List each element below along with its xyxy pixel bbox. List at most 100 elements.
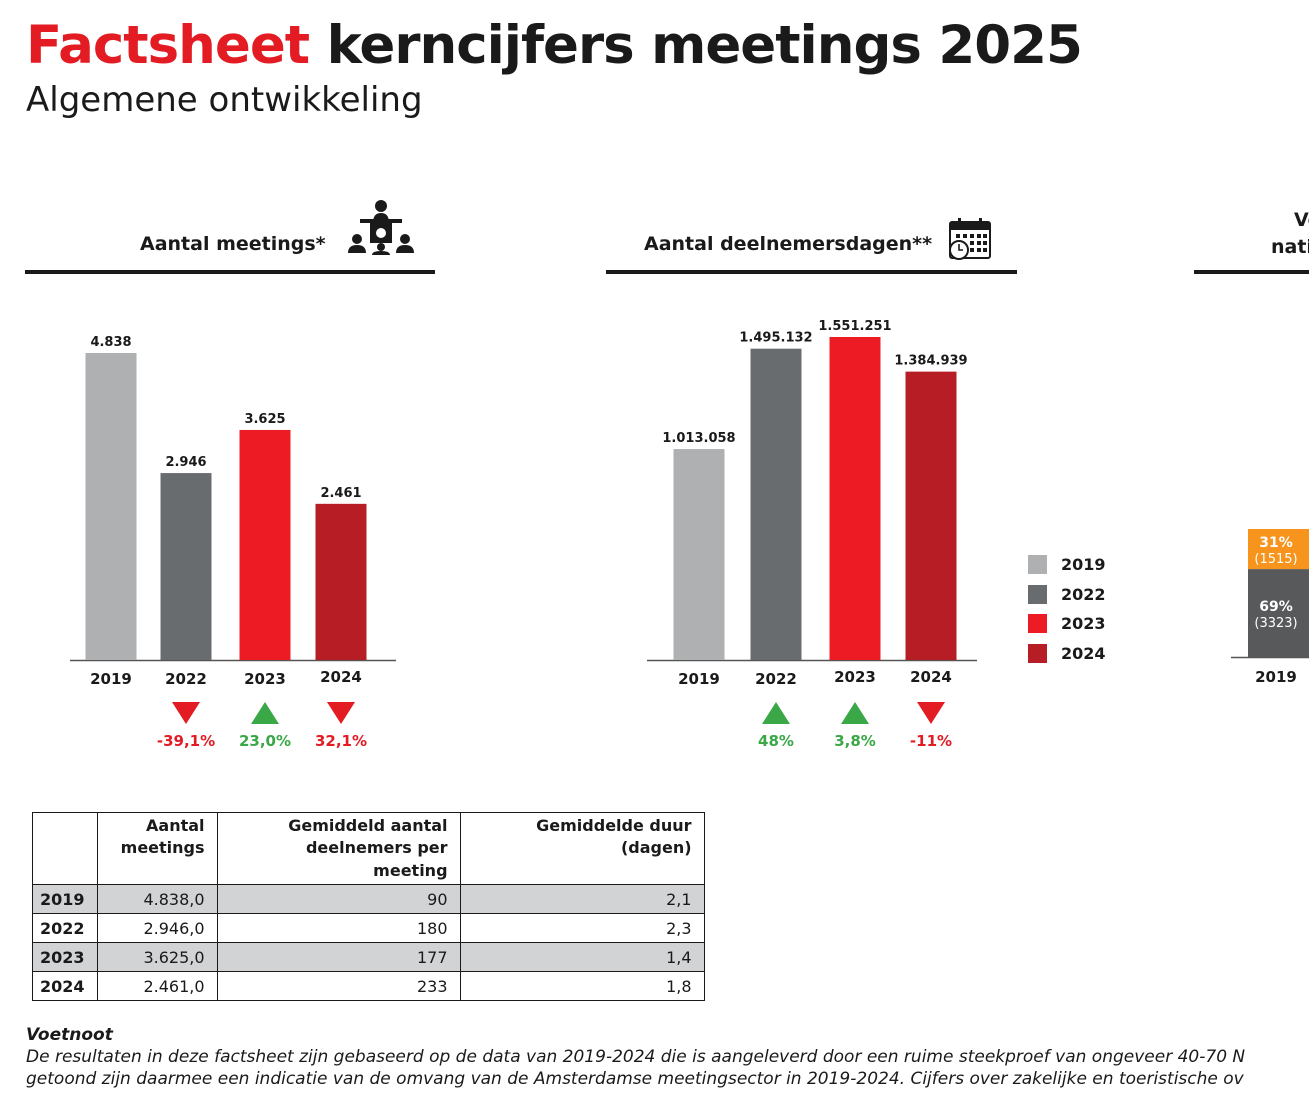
table-cell-year: 2022 — [32, 913, 98, 944]
legend-item-2022: 2022 — [1028, 580, 1106, 610]
legend-swatch-2019 — [1028, 555, 1047, 575]
chart2-change-label-2022: 48% — [758, 732, 794, 750]
chart2-value-label-2024: 1.384.939 — [894, 354, 967, 369]
title-rest: kerncijfers meetings 2025 — [326, 15, 1083, 76]
footnote-line-2: getoond zijn daarmee een indicatie van d… — [26, 1069, 1244, 1089]
table-cell-year: 2023 — [32, 942, 98, 973]
chart1-category-label-2022: 2022 — [165, 670, 207, 688]
chart1-value-label-2023: 3.625 — [244, 412, 285, 427]
table-header-year — [32, 811, 98, 886]
chart1-change-label-2024: 32,1% — [315, 732, 367, 750]
chart2-bar-2022 — [750, 348, 802, 660]
legend-swatch-2024 — [1028, 643, 1047, 663]
page-title: Factsheet kerncijfers meetings 2025 — [26, 14, 1083, 78]
table-row: 2019 4.838,0 90 2,1 — [32, 884, 705, 915]
table-row: 2024 2.461,0 233 1,8 — [32, 971, 705, 1002]
table-cell-deelnemers: 233 — [216, 971, 461, 1002]
chart2-change-label-2024: -11% — [910, 732, 952, 750]
table-header-deelnemers-line1: Gemiddeld aantal — [288, 816, 448, 835]
chart1-category-label-2019: 2019 — [90, 670, 132, 688]
table-header-deelnemers: Gemiddeld aantal deelnemers per meeting — [216, 811, 461, 886]
calendar-clock-icon — [949, 218, 991, 260]
third-section-title-line2: nati — [1271, 235, 1309, 258]
table-cell-deelnemers: 90 — [216, 884, 461, 915]
kerncijfers-table: Aantal meetings Gemiddeld aantal deelnemer… — [32, 811, 705, 1002]
chart-legend: 2019 2022 2023 2024 — [1028, 550, 1106, 668]
chart1-bar-2024 — [315, 503, 367, 660]
third-section-title-line1: Ve — [1294, 209, 1309, 231]
table-header-row: Aantal meetings Gemiddeld aantal deelnemer… — [32, 811, 705, 886]
chart1-bar-2019 — [85, 353, 137, 660]
chart1-change-down-icon-2024 — [327, 702, 355, 724]
chart1-category-label-2024: 2024 — [320, 668, 362, 686]
chart1-bar-2023 — [239, 429, 291, 660]
legend-item-2019: 2019 — [1028, 550, 1106, 580]
deelnemers-section-title: Aantal deelnemersdagen** — [644, 233, 933, 255]
table-cell-meetings: 2.461,0 — [96, 971, 218, 1002]
footnote-title: Voetnoot — [26, 1025, 113, 1045]
chart2-change-down-icon-2024 — [917, 702, 945, 724]
chart2-bar-2023 — [829, 337, 881, 660]
deelnemers-section-rule — [606, 270, 1017, 274]
chart3-segment-top — [1248, 529, 1309, 570]
chart2-value-label-2019: 1.013.058 — [662, 431, 735, 446]
meetings-section-title: Aantal meetings* — [140, 233, 326, 255]
table-cell-duur: 1,4 — [459, 942, 705, 973]
chart2-value-label-2022: 1.495.132 — [739, 331, 812, 346]
chart1-category-label-2023: 2023 — [244, 670, 286, 688]
table-header-deelnemers-line2: deelnemers per meeting — [305, 838, 448, 880]
legend-label-2024: 2024 — [1061, 643, 1106, 663]
chart2-change-up-icon-2022 — [762, 702, 790, 724]
footnote-line-1: De resultaten in deze factsheet zijn geb… — [26, 1047, 1246, 1067]
table-header-meetings-line1: Aantal — [146, 816, 205, 835]
table-cell-duur: 1,8 — [459, 971, 705, 1002]
chart1-change-label-2022: -39,1% — [157, 732, 215, 750]
table-cell-year: 2019 — [32, 884, 98, 915]
chart2-bar-2024 — [905, 371, 957, 660]
chart3-category-label-2019: 2019 — [1255, 668, 1297, 686]
table-header-meetings: Aantal meetings — [96, 811, 218, 886]
legend-label-2022: 2022 — [1061, 584, 1106, 604]
chart1-value-label-2024: 2.461 — [320, 486, 361, 501]
third-section-title: Ve nati — [1220, 207, 1309, 260]
table-header-duur-line2: (dagen) — [620, 838, 692, 858]
title-highlight: Factsheet — [26, 15, 310, 76]
chart3-segment-sublabel-top: (1515) — [1254, 552, 1297, 567]
charts-canvas: 4.838 2019 2.946 2022 -39,1% 3.625 2023 23,0% 2.… — [70, 319, 1309, 750]
chart1-change-label-2023: 23,0% — [239, 732, 291, 750]
chart2-category-label-2019: 2019 — [678, 670, 720, 688]
legend-item-2023: 2023 — [1028, 609, 1106, 639]
chart2-change-up-icon-2023 — [841, 702, 869, 724]
chart1-change-up-icon-2023 — [251, 702, 279, 724]
chart1-value-label-2022: 2.946 — [165, 455, 206, 470]
table-cell-duur: 2,3 — [459, 913, 705, 944]
meeting-speaker-icon — [348, 200, 414, 255]
chart3-segment-bottom — [1248, 569, 1309, 657]
table-cell-deelnemers: 180 — [216, 913, 461, 944]
table-cell-deelnemers: 177 — [216, 942, 461, 973]
meetings-section-rule — [25, 270, 435, 274]
table-cell-meetings: 3.625,0 — [96, 942, 218, 973]
footnote: Voetnoot De resultaten in deze factsheet… — [26, 1025, 1309, 1090]
table-cell-duur: 2,1 — [459, 884, 705, 915]
page-subtitle: Algemene ontwikkeling — [26, 80, 423, 120]
third-section-rule — [1194, 270, 1309, 274]
legend-swatch-2023 — [1028, 614, 1047, 634]
chart2-value-label-2023: 1.551.251 — [818, 319, 891, 334]
chart2-category-label-2022: 2022 — [755, 670, 797, 688]
legend-swatch-2022 — [1028, 584, 1047, 604]
chart1-bar-2022 — [160, 473, 212, 660]
table-header-duur-line1: Gemiddelde duur — [536, 816, 692, 835]
chart2-change-label-2023: 3,8% — [834, 732, 876, 750]
chart1-change-down-icon-2022 — [172, 702, 200, 724]
table-cell-meetings: 4.838,0 — [96, 884, 218, 915]
chart1-value-label-2019: 4.838 — [90, 335, 131, 350]
table-row: 2023 3.625,0 177 1,4 — [32, 942, 705, 973]
table-row: 2022 2.946,0 180 2,3 — [32, 913, 705, 944]
table-cell-year: 2024 — [32, 971, 98, 1002]
table-header-meetings-line2: meetings — [120, 838, 205, 858]
legend-label-2019: 2019 — [1061, 555, 1106, 575]
legend-item-2024: 2024 — [1028, 639, 1106, 669]
chart2-bar-2019 — [673, 449, 725, 660]
chart3-segment-label-bottom: 69% — [1259, 599, 1293, 615]
